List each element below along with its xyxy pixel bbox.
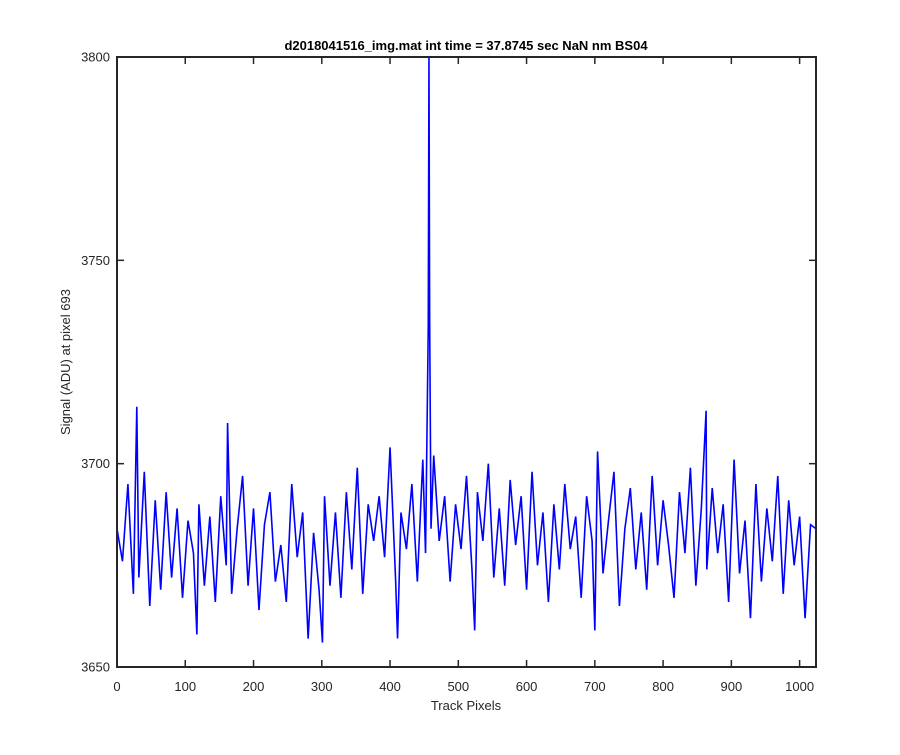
chart-title: d2018041516_img.mat int time = 37.8745 s… <box>284 38 648 53</box>
y-tick-label: 3700 <box>81 456 110 471</box>
axis-ticks: 0 100 200 300 400 500 600 700 800 900 1000 3650 3700… <box>81 50 816 694</box>
x-tick-label: 200 <box>243 679 265 694</box>
x-tick-label: 900 <box>721 679 743 694</box>
plot-area <box>117 57 816 667</box>
x-tick-label: 300 <box>311 679 333 694</box>
y-tick-label: 3800 <box>81 50 110 65</box>
y-tick-label: 3750 <box>81 253 110 268</box>
x-axis-label: Track Pixels <box>431 698 502 713</box>
x-tick-label: 1000 <box>785 679 814 694</box>
series-line-0 <box>116 56 817 643</box>
axes-box <box>116 56 817 668</box>
x-tick-label: 100 <box>174 679 196 694</box>
y-tick-label: 3650 <box>81 660 110 675</box>
x-tick-label: 0 <box>113 679 120 694</box>
y-axis-label: Signal (ADU) at pixel 693 <box>58 289 73 435</box>
x-tick-label: 700 <box>584 679 606 694</box>
plot-content <box>116 56 817 643</box>
x-tick-label: 800 <box>652 679 674 694</box>
x-tick-label: 400 <box>379 679 401 694</box>
x-tick-label: 500 <box>447 679 469 694</box>
x-tick-label: 600 <box>516 679 538 694</box>
